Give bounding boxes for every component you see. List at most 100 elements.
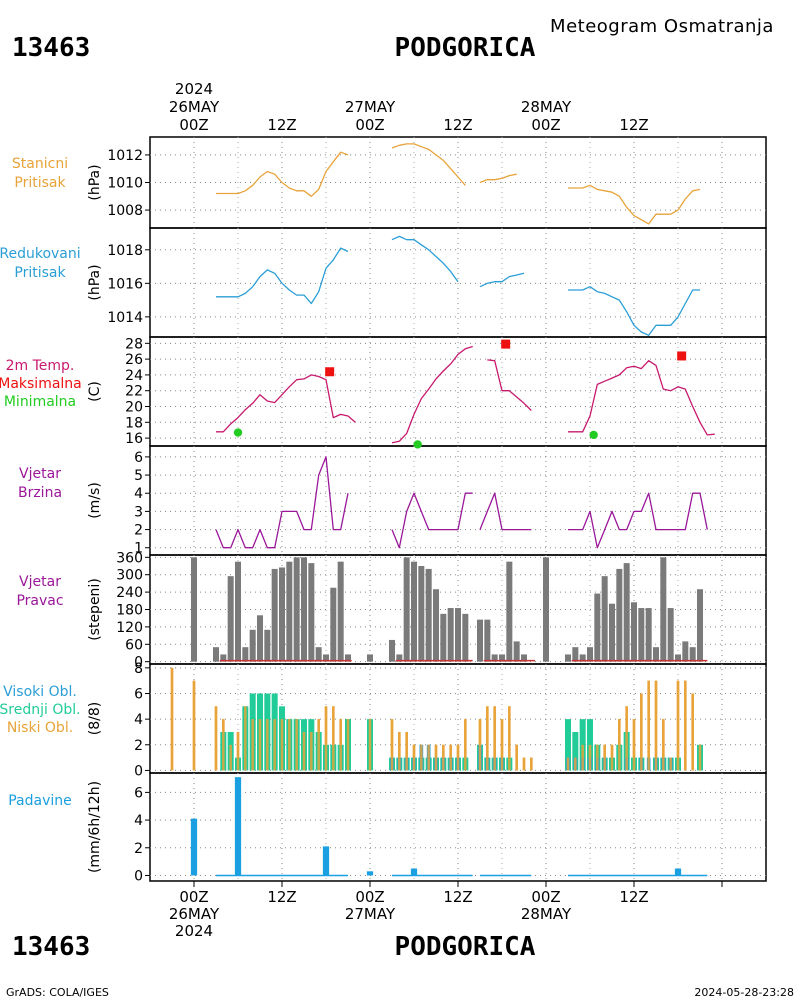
low-cloud-bar-front — [640, 693, 643, 771]
wind-direction-bar — [418, 566, 425, 662]
wind_speed-series-line — [391, 492, 473, 549]
wind-direction-bar — [454, 608, 462, 662]
wind-direction-bar — [542, 557, 550, 662]
wind-direction-bar — [498, 654, 506, 662]
wind_speed-ytick-label: 3 — [134, 504, 143, 520]
low-cloud-bar-front — [295, 719, 298, 771]
wind-direction-bar — [432, 589, 440, 662]
wind-direction-bar — [212, 647, 220, 662]
low-cloud-bar-front — [632, 719, 636, 771]
top-time-label: 12Z — [443, 116, 472, 134]
precip-bar — [410, 868, 418, 876]
mid-cloud-bar — [564, 719, 572, 771]
low-cloud-bar-front — [302, 731, 306, 771]
temperature-ytick-label: 20 — [125, 400, 143, 416]
low-cloud-bar-front — [530, 757, 533, 771]
run-timestamp: 2024-05-28-23:28 — [694, 986, 794, 999]
station_pressure-series-line — [479, 173, 517, 184]
wind_direction-ytick-label: 120 — [116, 620, 143, 636]
precipitation-ylabel: (mm/6h/12h) — [87, 781, 103, 873]
wind-direction-bar — [388, 639, 396, 662]
wind_speed-ytick-label: 1 — [134, 541, 143, 557]
low-cloud-bar-front — [603, 744, 606, 771]
wind-direction-bar — [638, 608, 645, 662]
low-cloud-bar-front — [214, 706, 218, 771]
low-cloud-bar-front — [596, 744, 599, 771]
grads-credit: GrADS: COLA/IGES — [6, 986, 109, 999]
low-cloud-bar-front — [662, 719, 665, 771]
wind-direction-bar — [271, 568, 278, 662]
station_pressure-series-line — [216, 151, 349, 197]
wind-direction-bar — [601, 576, 608, 662]
wind-direction-bar — [425, 568, 432, 662]
low-cloud-bar-front — [654, 680, 658, 771]
wind-direction-bar — [462, 613, 469, 662]
low-cloud-bar-front — [332, 706, 335, 771]
wind-direction-bar — [667, 608, 674, 662]
wind_direction-ytick-label: 180 — [116, 603, 143, 619]
precip-bar — [674, 868, 682, 876]
low-cloud-bar-front — [398, 731, 401, 771]
top-time-label: 12Z — [267, 116, 296, 134]
wind-direction-bar — [234, 561, 242, 662]
wind-direction-bar — [286, 561, 293, 662]
top-time-label: 2024 — [175, 80, 213, 98]
low-cloud-bar-front — [236, 731, 240, 771]
bottom-time-label: 27MAY — [345, 905, 396, 923]
wind-direction-bar — [594, 593, 601, 662]
clouds-ytick-label: 6 — [134, 686, 143, 702]
clouds-ytick-label: 8 — [134, 661, 143, 677]
clouds-ylabel: (8/8) — [87, 702, 103, 735]
bottom-time-label: 12Z — [267, 888, 296, 906]
wind_speed-ytick-label: 2 — [134, 523, 143, 539]
wind-direction-bar — [696, 589, 704, 662]
station_pressure-ytick-label: 1010 — [107, 176, 143, 192]
wind_speed-ytick-label: 5 — [134, 468, 143, 484]
tmin-marker — [233, 428, 243, 437]
wind-direction-bar — [264, 629, 271, 662]
wind-direction-bar — [322, 654, 330, 662]
low-cloud-bar-front — [684, 680, 687, 771]
meteogram-subtitle: Meteogram Osmatranja — [550, 16, 774, 37]
top-time-label: 00Z — [531, 116, 560, 134]
low-cloud-bar-front — [669, 757, 672, 771]
low-cloud-bar-front — [390, 719, 394, 771]
wind-direction-bar — [564, 654, 572, 662]
wind-direction-bar — [396, 654, 403, 662]
wind-direction-bar — [227, 576, 234, 662]
temperature-series-line — [391, 345, 473, 444]
wind-direction-bar — [652, 647, 660, 662]
low-cloud-bar-front — [691, 693, 694, 771]
tmax-marker — [325, 367, 335, 377]
temperature-ytick-label: 16 — [125, 431, 143, 447]
wind_direction-panel-label: Vjetar — [19, 574, 61, 590]
wind-direction-bar — [572, 647, 579, 662]
reduced_pressure-panel-label: Pritisak — [14, 265, 66, 281]
low-cloud-bar-front — [324, 706, 328, 771]
precipitation-ytick-label: 4 — [134, 813, 143, 829]
precipitation-ytick-label: 2 — [134, 841, 143, 857]
temperature-ytick-label: 22 — [125, 384, 143, 400]
low-cloud-bar-front — [676, 680, 680, 771]
temperature-ylabel: (C) — [87, 381, 103, 402]
wind-direction-bar — [630, 602, 638, 662]
low-cloud-bar-front — [258, 719, 262, 771]
reduced_pressure-ytick-label: 1018 — [107, 243, 143, 259]
wind_speed-ytick-label: 4 — [134, 486, 143, 502]
wind-direction-bar — [645, 608, 652, 662]
temperature-frame — [149, 336, 767, 447]
low-cloud-bar-front — [515, 744, 518, 771]
reduced_pressure-series-line — [391, 235, 459, 283]
precip-bar — [366, 871, 374, 876]
reduced_pressure-series-line — [216, 247, 349, 305]
low-cloud-bar-front — [405, 731, 408, 771]
low-cloud-bar-front — [427, 744, 430, 771]
wind-direction-bar — [308, 563, 315, 662]
wind_speed-panel-label: Vjetar — [19, 466, 61, 482]
wind_speed-ytick-label: 6 — [134, 450, 143, 466]
temperature-series-line — [216, 374, 356, 433]
low-cloud-bar-front — [647, 680, 650, 771]
wind-direction-bar — [608, 603, 616, 662]
temperature-panel-label: 2m Temp. — [6, 358, 75, 374]
wind_direction-ytick-label: 300 — [116, 568, 143, 584]
